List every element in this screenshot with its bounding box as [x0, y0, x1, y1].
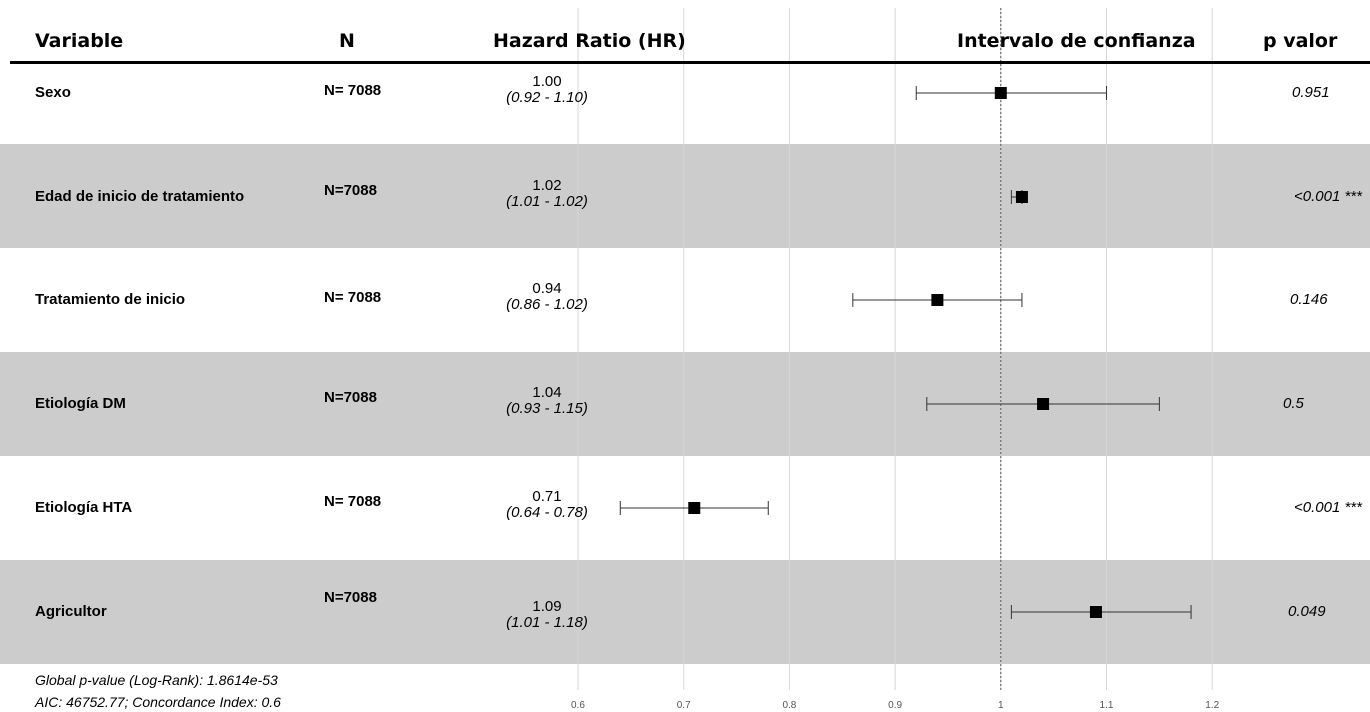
hazard-ratio-cell: 1.04 (0.93 - 1.15)	[462, 385, 632, 417]
header-variable: Variable	[35, 30, 124, 52]
x-tick-label: 0.7	[677, 700, 691, 711]
variable-label: Etiología DM	[35, 395, 126, 412]
hazard-ratio-value: 0.71	[532, 488, 562, 505]
global-p-value: Global p-value (Log-Rank): 1.8614e-53	[35, 672, 278, 688]
variable-label: Etiología HTA	[35, 499, 133, 516]
x-tick-label: 0.9	[888, 700, 902, 711]
n-value: N=7088	[324, 389, 377, 406]
x-tick-label: 1	[998, 700, 1004, 711]
n-value: N= 7088	[324, 289, 382, 306]
hazard-ratio-cell: 0.94 (0.86 - 1.02)	[462, 281, 632, 313]
hr-point	[931, 294, 944, 306]
hr-point	[994, 87, 1007, 99]
aic-concordance: AIC: 46752.77; Concordance Index: 0.6	[35, 694, 281, 710]
p-value: <0.001 ***	[1294, 188, 1362, 205]
hazard-ratio-value: 0.94	[532, 280, 562, 297]
variable-label: Tratamiento de inicio	[35, 291, 186, 308]
hr-point	[1015, 191, 1028, 203]
hazard-ratio-value: 1.04	[532, 384, 562, 401]
hazard-ratio-value: 1.00	[532, 73, 562, 90]
p-value: 0.049	[1288, 603, 1326, 620]
confidence-interval-text: (0.86 - 1.02)	[506, 296, 588, 313]
hr-point	[1037, 398, 1050, 410]
confidence-interval-text: (0.92 - 1.10)	[506, 89, 588, 106]
p-value: <0.001 ***	[1294, 499, 1362, 516]
hazard-ratio-cell: 1.09 (1.01 - 1.18)	[462, 599, 632, 631]
hazard-ratio-cell: 1.00 (0.92 - 1.10)	[462, 74, 632, 106]
n-value: N=7088	[324, 182, 377, 199]
variable-label: Sexo	[35, 84, 71, 101]
header-hazard-ratio: Hazard Ratio (HR)	[493, 30, 686, 52]
confidence-interval-text: (0.64 - 0.78)	[506, 504, 588, 521]
p-value: 0.951	[1292, 84, 1330, 101]
confidence-interval-text: (1.01 - 1.18)	[506, 614, 588, 631]
x-tick-label: 1.1	[1100, 700, 1114, 711]
confidence-interval-text: (0.93 - 1.15)	[506, 400, 588, 417]
x-tick-label: 0.6	[571, 700, 585, 711]
confidence-interval-text: (1.01 - 1.02)	[506, 193, 588, 210]
header-n: N	[339, 30, 355, 52]
x-tick-label: 0.8	[782, 700, 796, 711]
hr-point	[1089, 606, 1102, 618]
n-value: N=7088	[324, 589, 377, 606]
header-confidence-interval: Intervalo de confianza	[957, 30, 1196, 52]
row-band	[0, 144, 1370, 248]
header-rule	[10, 61, 1370, 64]
variable-label: Edad de inicio de tratamiento	[35, 188, 245, 205]
header-p-value: p valor	[1263, 30, 1338, 52]
p-value: 0.5	[1283, 395, 1304, 412]
hazard-ratio-cell: 0.71 (0.64 - 0.78)	[462, 489, 632, 521]
variable-label: Agricultor	[35, 603, 107, 620]
p-value: 0.146	[1290, 291, 1328, 308]
n-value: N= 7088	[324, 493, 382, 510]
hr-point	[688, 502, 701, 514]
hazard-ratio-value: 1.09	[532, 598, 562, 615]
hazard-ratio-cell: 1.02 (1.01 - 1.02)	[462, 178, 632, 210]
n-value: N= 7088	[324, 82, 382, 99]
x-tick-label: 1.2	[1205, 700, 1219, 711]
hazard-ratio-value: 1.02	[532, 177, 562, 194]
